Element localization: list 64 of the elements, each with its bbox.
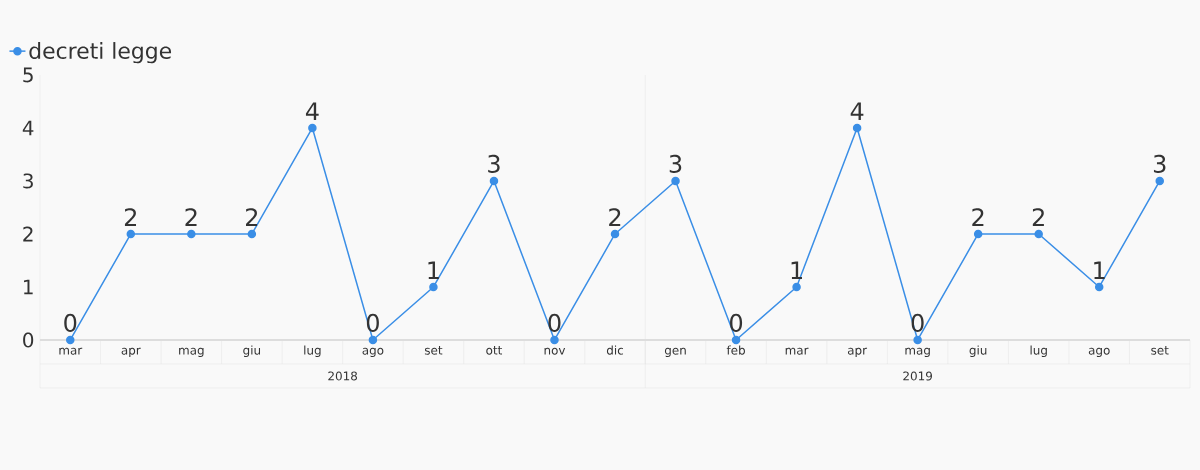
x-tick-label: giu [243, 345, 261, 357]
y-tick-label: 2 [23, 226, 33, 242]
x-tick-label: lug [1030, 345, 1047, 357]
point [671, 176, 680, 186]
data-label: 4 [305, 102, 319, 120]
point [126, 229, 136, 239]
text: 2019 [903, 371, 932, 381]
data-label: 1 [428, 261, 439, 279]
data-label: 2 [609, 208, 621, 226]
data-label: 3 [488, 154, 500, 173]
x-tick-label: ago [362, 347, 384, 357]
data-label: 4 [850, 102, 864, 120]
x-tick-label: dic [606, 345, 624, 355]
data-label: 2 [1032, 208, 1044, 226]
x-tick-label: apr [121, 347, 141, 357]
x-tick-label: ago [1088, 347, 1110, 357]
x-tick-label: gen [664, 347, 686, 357]
data-label: 3 [1153, 154, 1166, 173]
x-tick-label: lug [304, 345, 321, 357]
y-tick-label: 5 [23, 67, 33, 83]
data-label: 3 [669, 154, 682, 173]
point [187, 229, 196, 239]
point [973, 229, 983, 239]
point [66, 335, 75, 345]
x-tick-label: set [1151, 346, 1169, 355]
point [247, 229, 257, 239]
point [368, 335, 378, 345]
data-label: 0 [730, 313, 743, 332]
point [1034, 229, 1043, 239]
data-label: 2 [246, 208, 258, 226]
x-tick-label: apr [847, 347, 868, 357]
point [731, 335, 741, 345]
y-tick-label: 1 [24, 279, 33, 295]
x-tick-label: nov [544, 347, 566, 355]
point [489, 176, 499, 186]
point [550, 335, 559, 345]
x-tick-label: mag [905, 347, 930, 357]
point [308, 123, 317, 133]
y-tick-label: 0 [23, 332, 34, 348]
x-tick-label: feb [726, 345, 745, 355]
legend-label: decreti legge [29, 42, 172, 64]
y-tick-label: 4 [22, 120, 34, 136]
point [792, 282, 801, 292]
x-tick-label: giu [969, 345, 987, 357]
x-tick-label: ott [486, 346, 503, 355]
y-tick-label: 3 [23, 173, 33, 189]
data-label: 0 [64, 313, 77, 332]
point [429, 282, 438, 292]
data-label: 2 [124, 208, 137, 226]
x-tick-label: mar [785, 347, 809, 355]
data-label: 1 [1094, 261, 1105, 279]
data-label: 2 [972, 208, 984, 226]
point [1155, 176, 1164, 186]
x-tick-label: mag [179, 347, 204, 357]
x-tick-label: set [424, 346, 443, 355]
point [1094, 282, 1104, 292]
data-label: 2 [185, 208, 197, 226]
point [610, 229, 620, 239]
data-label: 1 [791, 261, 802, 279]
data-label: 0 [548, 313, 561, 332]
x-tick-label: mar [59, 347, 83, 355]
point [852, 123, 862, 133]
text: 2018 [328, 371, 358, 381]
point [913, 335, 922, 345]
